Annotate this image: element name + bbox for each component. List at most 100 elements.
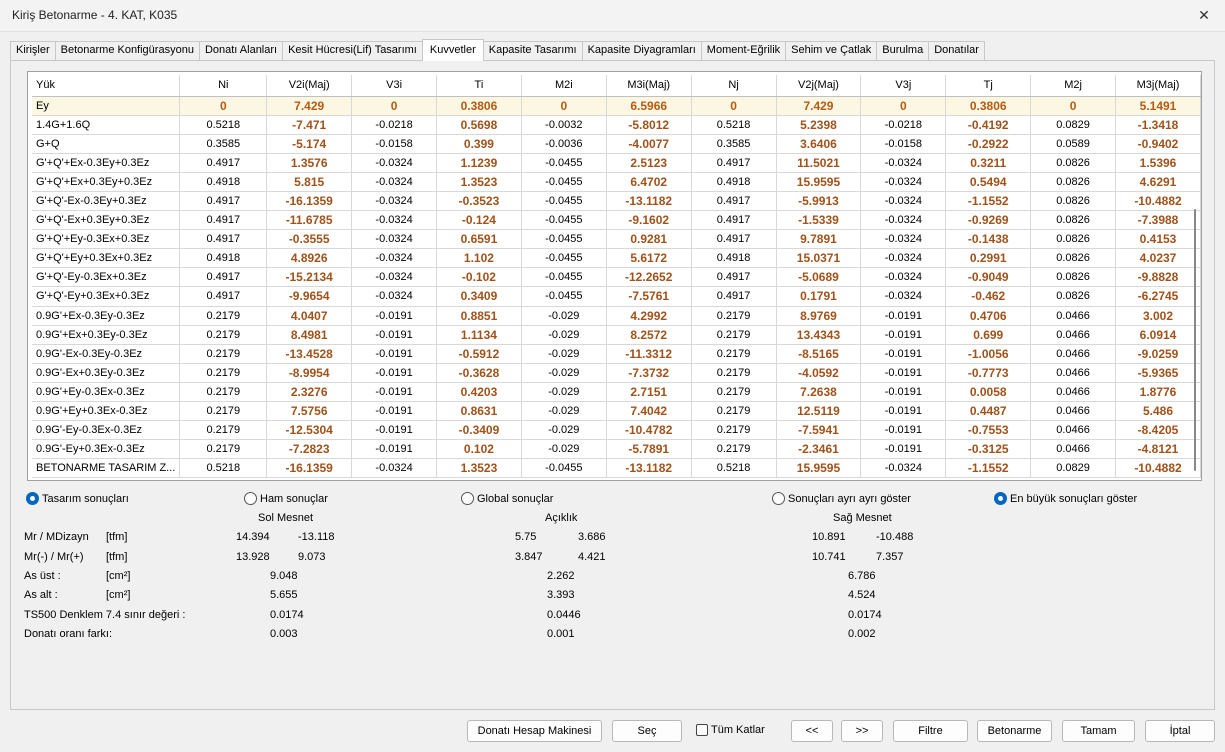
table-row[interactable]: 0.9G'-Ex+0.3Ey-0.3Ez 0.2179 -8.9954 -0.0191…: [32, 363, 1201, 383]
table-row[interactable]: G+Q 0.3585 -5.174 -0.0158 0.399 -0.0036 -4.007…: [32, 134, 1201, 154]
table-cell: 0.2179: [179, 420, 268, 441]
table-cell: 0.2991: [945, 248, 1032, 269]
radio-en-buyuk-sonuclar[interactable]: En büyük sonuçları göster: [994, 492, 1137, 505]
table-cell: -11.6785: [266, 210, 353, 231]
table-cell: 0.1791: [776, 286, 862, 307]
table-cell: 8.2572: [606, 325, 692, 345]
table-cell: 5.1491: [1115, 96, 1201, 116]
tab-kuvvetler[interactable]: Kuvvetler: [421, 39, 484, 61]
forces-table: Yük Ni V2i(Maj) V3i Ti M2i M3i(Maj) Nj V2j(Maj) V…: [32, 75, 1201, 479]
donati-hesap-makinesi-button[interactable]: Donatı Hesap Makinesi: [467, 720, 602, 742]
close-icon[interactable]: ✕: [1198, 7, 1210, 23]
table-cell: -0.0455: [521, 172, 607, 192]
table-row[interactable]: Ey 0 7.429 0 0.3806 0 6.5966 0 7.429 0 0.3806 0 5.14…: [32, 96, 1201, 116]
table-header-row: Yük Ni V2i(Maj) V3i Ti M2i M3i(Maj) Nj V2j(Maj) V…: [32, 75, 1201, 97]
tab-kapasite-diyagramlar[interactable]: Kapasite Diyagramları: [581, 41, 702, 60]
tab-betonarme-konfig-rasyonu[interactable]: Betonarme Konfigürasyonu: [54, 41, 200, 60]
column-header[interactable]: V2j(Maj): [776, 75, 862, 97]
tab-kiri-ler[interactable]: Kirişler: [10, 41, 56, 60]
table-cell: -1.1552: [945, 191, 1032, 212]
table-row[interactable]: 1.4G+1.6Q 0.5218 -7.471 -0.0218 0.5698 -0.003…: [32, 115, 1201, 135]
result-value-left: -13.118: [298, 531, 335, 543]
table-cell: 0.8631: [436, 401, 522, 422]
table-cell: -5.7891: [606, 439, 692, 460]
column-header[interactable]: Tj: [945, 75, 1032, 97]
radio-ham-sonuclar[interactable]: Ham sonuçlar: [244, 492, 328, 505]
table-row[interactable]: G'+Q'-Ex+0.3Ey+0.3Ez 0.4917 -11.6785 -0.032…: [32, 210, 1201, 231]
table-row[interactable]: G'+Q'-Ey+0.3Ex+0.3Ez 0.4917 -9.9654 -0.0324…: [32, 286, 1201, 307]
table-cell: 5.6172: [606, 248, 692, 269]
sec-button[interactable]: Seç: [612, 720, 682, 742]
scrollbar-thumb[interactable]: [1194, 209, 1196, 471]
radio-selected-icon: [994, 492, 1007, 505]
table-cell: 0.0058: [945, 382, 1032, 403]
table-cell: -0.0191: [860, 306, 947, 326]
load-case-cell: G'+Q'-Ex-0.3Ey+0.3Ez: [32, 191, 181, 212]
table-row[interactable]: 0.9G'-Ey+0.3Ex-0.3Ez 0.2179 -7.2823 -0.0191…: [32, 439, 1201, 460]
table-cell: 1.3576: [266, 153, 353, 173]
column-header[interactable]: V2i(Maj): [266, 75, 353, 97]
table-cell: 1.1239: [436, 153, 522, 173]
table-cell: -13.1182: [606, 458, 692, 479]
tab-donat-lar[interactable]: Donatılar: [928, 41, 985, 60]
forces-grid[interactable]: Yük Ni V2i(Maj) V3i Ti M2i M3i(Maj) Nj V2j(Maj) V…: [27, 71, 1202, 481]
column-header[interactable]: M2j: [1030, 75, 1117, 97]
table-row[interactable]: 0.9G'+Ex-0.3Ey-0.3Ez 0.2179 4.0407 -0.0191 0…: [32, 306, 1201, 326]
column-header[interactable]: V3i: [351, 75, 437, 97]
tamam-button[interactable]: Tamam: [1062, 720, 1135, 742]
column-header[interactable]: Ti: [436, 75, 522, 97]
result-label: Mr(-) / Mr(+): [24, 551, 84, 563]
tab-donat-alanlar[interactable]: Donatı Alanları: [198, 41, 284, 60]
table-cell: 0.4917: [179, 267, 268, 288]
table-cell: 0.2179: [179, 344, 268, 364]
table-cell: 0.4917: [691, 210, 777, 231]
table-cell: -1.5339: [776, 210, 862, 231]
radio-global-sonuclar[interactable]: Global sonuçlar: [461, 492, 553, 505]
next-button[interactable]: >>: [841, 720, 883, 742]
radio-tasarim-sonuclari[interactable]: Tasarım sonuçları: [26, 492, 129, 505]
column-header[interactable]: M2i: [521, 75, 607, 97]
table-cell: 0.0466: [1030, 325, 1117, 345]
column-header[interactable]: M3j(Maj): [1115, 75, 1201, 97]
table-cell: -1.0056: [945, 344, 1032, 364]
table-row[interactable]: G'+Q'+Ex+0.3Ey+0.3Ez 0.4918 5.815 -0.0324 1.…: [32, 172, 1201, 192]
table-cell: -0.029: [521, 306, 607, 326]
tab-burulma[interactable]: Burulma: [876, 41, 930, 60]
result-value-right: 6.786: [848, 570, 876, 582]
table-cell: -5.0689: [776, 267, 862, 288]
table-row[interactable]: 0.9G'-Ey-0.3Ex-0.3Ez 0.2179 -12.5304 -0.019…: [32, 420, 1201, 441]
tab-kesit-h-cresi-lif-tasar-m[interactable]: Kesit Hücresi(Lif) Tasarımı: [282, 41, 423, 60]
tab-moment-e-rilik[interactable]: Moment-Eğrilik: [700, 41, 787, 60]
table-row[interactable]: 0.9G'+Ex+0.3Ey-0.3Ez 0.2179 8.4981 -0.0191 1…: [32, 325, 1201, 345]
table-row[interactable]: G'+Q'-Ex-0.3Ey+0.3Ez 0.4917 -16.1359 -0.032…: [32, 191, 1201, 212]
iptal-button[interactable]: İptal: [1145, 720, 1215, 742]
table-row[interactable]: G'+Q'+Ey+0.3Ex+0.3Ez 0.4918 4.8926 -0.0324 1…: [32, 248, 1201, 269]
betonarme-button[interactable]: Betonarme: [977, 720, 1052, 742]
table-row[interactable]: G'+Q'+Ex-0.3Ey+0.3Ez 0.4917 1.3576 -0.0324 1…: [32, 153, 1201, 173]
table-cell: 0.0826: [1030, 153, 1117, 173]
table-cell: -6.2745: [1115, 286, 1201, 307]
column-header[interactable]: Ni: [179, 75, 268, 97]
table-cell: -0.9049: [945, 267, 1032, 288]
tab-sehim-ve-atlak[interactable]: Sehim ve Çatlak: [785, 41, 878, 60]
column-header[interactable]: Nj: [691, 75, 777, 97]
column-header[interactable]: M3i(Maj): [606, 75, 692, 97]
table-row[interactable]: 0.9G'-Ex-0.3Ey-0.3Ez 0.2179 -13.4528 -0.019…: [32, 344, 1201, 364]
table-row[interactable]: G'+Q'-Ey-0.3Ex+0.3Ez 0.4917 -15.2134 -0.032…: [32, 267, 1201, 288]
tab-kapasite-tasar-m[interactable]: Kapasite Tasarımı: [482, 41, 583, 60]
column-header[interactable]: Yük: [32, 75, 181, 97]
radio-label: Global sonuçlar: [477, 492, 554, 505]
column-header[interactable]: V3j: [860, 75, 947, 97]
table-row[interactable]: G'+Q'+Ey-0.3Ex+0.3Ez 0.4917 -0.3555 -0.0324…: [32, 229, 1201, 250]
filtre-button[interactable]: Filtre: [893, 720, 968, 742]
previous-button[interactable]: <<: [791, 720, 833, 742]
tum-katlar-checkbox[interactable]: Tüm Katlar: [696, 724, 765, 736]
radio-sonuclari-ayri-goster[interactable]: Sonuçları ayrı ayrı göster: [772, 492, 911, 505]
table-cell: -10.4882: [1115, 458, 1201, 479]
vertical-scrollbar[interactable]: [1191, 74, 1199, 478]
result-value-right: 0.002: [848, 628, 876, 640]
table-row[interactable]: 0.9G'+Ey+0.3Ex-0.3Ez 0.2179 7.5756 -0.0191 0…: [32, 401, 1201, 422]
table-cell: -8.9954: [266, 363, 353, 383]
table-row[interactable]: 0.9G'+Ey-0.3Ex-0.3Ez 0.2179 2.3276 -0.0191 0…: [32, 382, 1201, 403]
table-row[interactable]: BETONARME TASARIM Z... 0.5218 -16.1359 -0.0…: [32, 458, 1201, 479]
